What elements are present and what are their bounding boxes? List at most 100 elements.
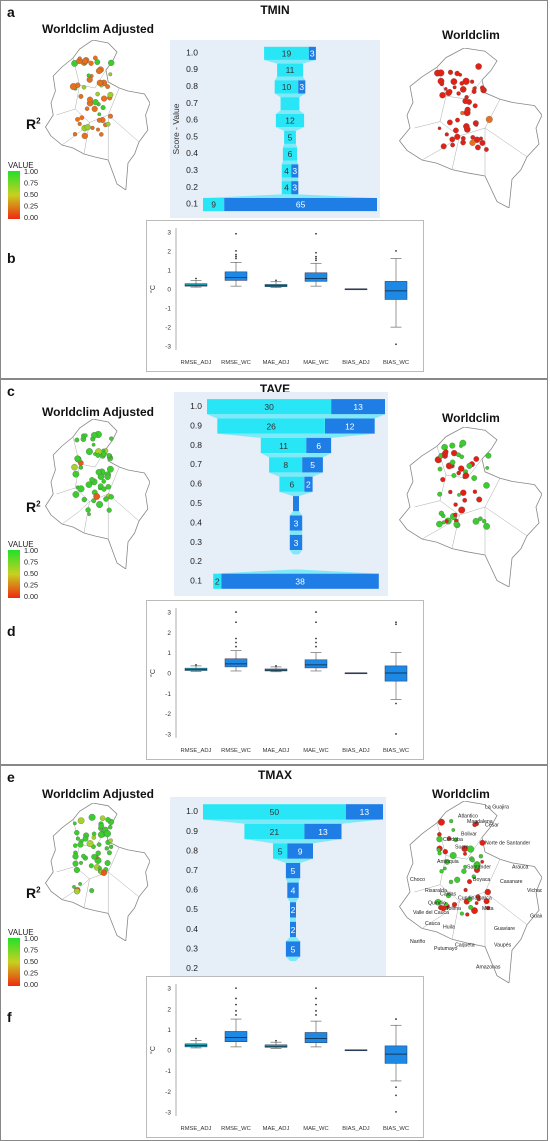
- legend-tick: 1.00: [24, 546, 38, 555]
- station-point: [442, 866, 447, 871]
- station-point: [479, 839, 486, 846]
- station-point: [99, 132, 104, 137]
- funnel-value-worldclim: 65: [296, 200, 306, 210]
- station-point: [109, 436, 114, 441]
- region-label: Tolima: [446, 906, 461, 912]
- station-point: [459, 81, 465, 86]
- x-tick-label: RMSE_WC: [221, 748, 251, 754]
- box-outlier: [315, 641, 317, 644]
- station-point: [448, 879, 454, 885]
- box-outlier: [275, 664, 277, 667]
- funnel-connector: [217, 433, 375, 438]
- station-point: [453, 837, 459, 843]
- panel-letter-c: c: [7, 383, 15, 399]
- funnel-bar-adjusted: [203, 804, 346, 820]
- department-border: [484, 506, 528, 537]
- funnel-level-label: 0.4: [186, 924, 198, 934]
- funnel-value-worldclim: 12: [345, 421, 355, 431]
- station-point: [92, 99, 99, 106]
- r2-label: R2: [26, 116, 41, 132]
- station-point: [74, 455, 81, 462]
- station-point: [471, 475, 478, 481]
- station-point: [108, 838, 113, 843]
- region-label: Magdalena: [467, 819, 493, 825]
- funnel-value-adjusted: 21: [270, 827, 280, 837]
- funnel-connector: [285, 937, 301, 942]
- funnel-bar-worldclim: [285, 941, 301, 957]
- y-tick-label: 1: [167, 1027, 171, 1034]
- x-tick-label: MAE_WC: [303, 1126, 328, 1132]
- x-tick-label: BIAS_WC: [383, 1126, 409, 1132]
- station-point: [93, 493, 101, 500]
- station-point: [459, 454, 465, 460]
- funnel-level-label: 0.7: [186, 865, 198, 875]
- funnel-value-adjusted: 11: [279, 441, 288, 451]
- y-tick-label: 0: [167, 671, 171, 678]
- station-point: [461, 868, 467, 874]
- legend-title: VALUE: [8, 928, 34, 937]
- r2-letter: R: [26, 116, 37, 132]
- funnel-value-worldclim: 3: [292, 183, 297, 193]
- funnel-connector: [264, 59, 316, 64]
- station-point: [86, 840, 94, 848]
- funnel-bar-adjusted: [244, 823, 305, 840]
- funnel-value-adjusted: 6: [290, 480, 295, 490]
- box-outlier: [235, 255, 237, 258]
- station-point: [448, 489, 453, 495]
- panel-letter-f: f: [7, 1009, 12, 1025]
- funnel-bar-adjusted: [280, 97, 300, 111]
- station-point: [459, 439, 467, 447]
- funnel-bar-worldclim: [325, 418, 375, 434]
- station-point: [107, 465, 114, 473]
- box-frame: [146, 600, 424, 760]
- funnel-bar-adjusted: [277, 63, 303, 77]
- legend-tick: 0.50: [24, 569, 38, 578]
- funnel-value-adjusted: 10: [282, 82, 292, 92]
- x-tick-label: BIAS_WC: [383, 360, 409, 366]
- station-point: [82, 835, 89, 842]
- region-label: Casanare: [500, 879, 523, 885]
- station-point: [442, 849, 448, 855]
- funnel-value-worldclim: 3: [292, 166, 297, 176]
- station-point: [72, 860, 79, 867]
- funnel-value-adjusted: 30: [264, 402, 274, 412]
- station-point: [468, 904, 474, 910]
- station-point: [98, 866, 102, 870]
- station-point: [100, 105, 106, 111]
- station-point: [75, 82, 81, 88]
- station-point: [78, 882, 82, 886]
- station-point: [97, 112, 102, 117]
- station-point: [82, 57, 89, 64]
- funnel-level-label: 0.7: [190, 459, 202, 469]
- station-point: [485, 452, 492, 459]
- station-point: [108, 59, 115, 67]
- station-point: [434, 898, 442, 906]
- station-point: [459, 911, 464, 916]
- station-point: [105, 484, 112, 490]
- station-point: [463, 851, 467, 856]
- station-point: [478, 516, 483, 521]
- funnel-bar-worldclim: [287, 882, 299, 898]
- station-point: [71, 463, 78, 471]
- region-label: Quindio: [428, 901, 446, 907]
- station-point: [97, 831, 105, 838]
- station-point: [485, 466, 490, 470]
- station-point: [101, 479, 106, 484]
- region-label: Amazonas: [476, 964, 501, 970]
- station-point: [460, 110, 465, 116]
- x-tick-label: MAE_ADJ: [263, 748, 290, 754]
- station-point: [77, 485, 85, 493]
- station-point: [91, 498, 97, 504]
- box-outlier: [395, 1086, 397, 1089]
- station-point: [441, 513, 446, 519]
- station-point: [106, 850, 112, 856]
- region-label: Caldas: [440, 892, 457, 898]
- funnel-level-label: 0.9: [186, 64, 198, 74]
- region-label: Santander: [467, 864, 491, 870]
- station-point: [449, 136, 456, 143]
- station-point: [81, 132, 88, 140]
- map-right-title: Worldclim: [432, 787, 490, 801]
- station-point: [458, 506, 466, 514]
